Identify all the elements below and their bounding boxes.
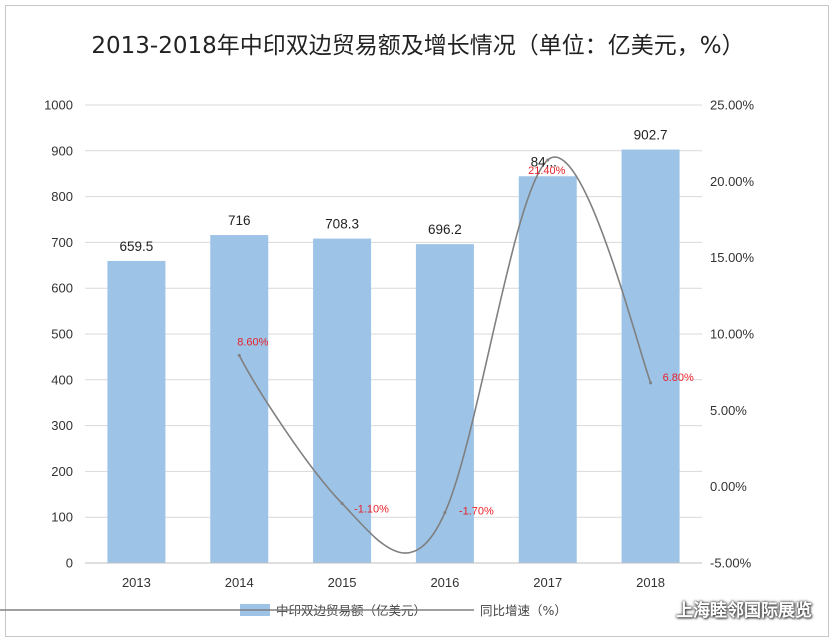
- line-point: [649, 381, 653, 385]
- y-tick-label: 600: [51, 281, 73, 296]
- chart-frame: [5, 5, 829, 637]
- y2-tick-label: 5.00%: [710, 403, 747, 418]
- bar: [518, 176, 577, 563]
- line-data-label: -1.10%: [354, 503, 389, 515]
- line-point: [546, 158, 550, 162]
- y-tick-label: 500: [51, 327, 73, 342]
- data-labels: 659.5 716 708.3 696.2 84... 902.7 8.60% -1.10% -…: [120, 128, 694, 518]
- bar: [415, 244, 474, 564]
- y2-tick-label: 10.00%: [710, 327, 755, 342]
- y-tick-label: 400: [51, 372, 73, 387]
- bar-data-label: 902.7: [634, 128, 668, 143]
- line-data-label: -1.70%: [459, 506, 494, 518]
- bar: [210, 235, 269, 563]
- y2-tick-label: 25.00%: [710, 98, 755, 113]
- watermark-text: 上海睦邻国际展览: [676, 601, 812, 621]
- bar: [621, 149, 680, 563]
- y2-tick-label: 20.00%: [710, 174, 755, 189]
- line-point: [340, 501, 344, 505]
- y-tick-label: 200: [51, 464, 73, 479]
- x-tick-label: 2016: [430, 575, 459, 590]
- bar-data-label: 708.3: [325, 217, 359, 232]
- bar-data-label: 716: [228, 213, 251, 228]
- y-tick-label: 900: [51, 143, 73, 158]
- legend: 中印双边贸易额（亿美元） 同比增速（%）: [0, 603, 567, 618]
- bar-data-label: 659.5: [120, 239, 154, 254]
- x-tick-label: 2014: [225, 575, 254, 590]
- x-tick-label: 2018: [636, 575, 665, 590]
- line-data-label: 8.60%: [237, 336, 268, 348]
- line-data-label: 6.80%: [663, 372, 694, 384]
- y2-tick-label: 15.00%: [710, 250, 755, 265]
- line-data-label: 21.40%: [528, 165, 566, 177]
- line-point: [443, 511, 447, 515]
- wechat-icon: [650, 601, 672, 618]
- chart-title: 2013-2018年中印双边贸易额及增长情况（单位：亿美元，%）: [91, 33, 745, 59]
- legend-line-label: 同比增速（%）: [480, 603, 567, 618]
- axes: 0 100 200 300 400 500 600 700 800 900 1000 -5.00% 0.…: [44, 98, 754, 591]
- x-tick-label: 2017: [533, 575, 562, 590]
- x-tick-label: 2015: [328, 575, 357, 590]
- y-tick-label: 300: [51, 418, 73, 433]
- y-tick-label: 100: [51, 510, 73, 525]
- y-tick-label: 700: [51, 235, 73, 250]
- y-tick-label: 0: [66, 556, 73, 571]
- gridlines: [85, 104, 702, 564]
- y2-tick-label: -5.00%: [710, 556, 752, 571]
- bar-series: [107, 149, 680, 564]
- line-series: [237, 156, 653, 554]
- bar: [313, 238, 372, 563]
- bar: [107, 260, 166, 563]
- y-tick-label: 800: [51, 189, 73, 204]
- bar-data-label: 84...: [531, 154, 557, 169]
- line-point: [237, 353, 241, 357]
- watermark: 上海睦邻国际展览: [650, 596, 812, 621]
- bar-data-label: 696.2: [428, 222, 462, 237]
- x-tick-label: 2013: [122, 575, 151, 590]
- y-tick-label: 1000: [44, 98, 73, 113]
- y2-tick-label: 0.00%: [710, 479, 747, 494]
- growth-line: [238, 156, 652, 554]
